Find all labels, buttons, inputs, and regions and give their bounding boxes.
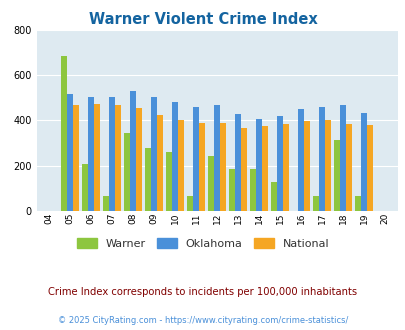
Text: Crime Index corresponds to incidents per 100,000 inhabitants: Crime Index corresponds to incidents per…: [48, 287, 357, 297]
Bar: [277, 116, 282, 211]
Bar: [136, 108, 142, 211]
Bar: [345, 124, 351, 211]
Bar: [229, 169, 235, 211]
Bar: [214, 105, 220, 211]
Bar: [193, 107, 198, 211]
Bar: [198, 123, 205, 211]
Bar: [256, 119, 262, 211]
Bar: [145, 148, 151, 211]
Bar: [262, 126, 267, 211]
Bar: [313, 196, 318, 211]
Bar: [241, 128, 246, 211]
Bar: [360, 113, 366, 211]
Bar: [88, 97, 94, 211]
Bar: [178, 120, 183, 211]
Bar: [334, 140, 339, 211]
Bar: [61, 56, 67, 211]
Bar: [94, 104, 100, 211]
Bar: [103, 196, 109, 211]
Text: © 2025 CityRating.com - https://www.cityrating.com/crime-statistics/: © 2025 CityRating.com - https://www.city…: [58, 315, 347, 325]
Bar: [220, 123, 226, 211]
Bar: [303, 121, 309, 211]
Bar: [324, 120, 330, 211]
Bar: [298, 109, 303, 211]
Bar: [151, 97, 157, 211]
Bar: [73, 105, 79, 211]
Legend: Warner, Oklahoma, National: Warner, Oklahoma, National: [72, 234, 333, 253]
Bar: [172, 102, 178, 211]
Bar: [366, 125, 372, 211]
Bar: [271, 182, 277, 211]
Bar: [130, 91, 136, 211]
Bar: [124, 133, 130, 211]
Text: Warner Violent Crime Index: Warner Violent Crime Index: [88, 12, 317, 26]
Bar: [282, 124, 288, 211]
Bar: [354, 196, 360, 211]
Bar: [67, 94, 73, 211]
Bar: [339, 105, 345, 211]
Bar: [234, 114, 241, 211]
Bar: [208, 156, 214, 211]
Bar: [115, 105, 121, 211]
Bar: [82, 164, 88, 211]
Bar: [318, 107, 324, 211]
Bar: [166, 152, 172, 211]
Bar: [187, 196, 193, 211]
Bar: [109, 97, 115, 211]
Bar: [157, 115, 162, 211]
Bar: [250, 169, 256, 211]
